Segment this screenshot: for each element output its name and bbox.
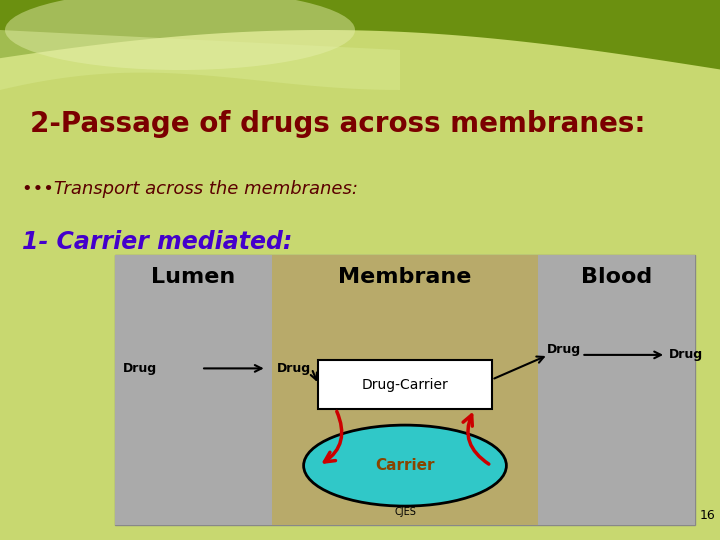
Ellipse shape	[5, 0, 355, 70]
Bar	[115, 255, 271, 525]
Text: CJES: CJES	[394, 507, 416, 517]
Text: Drug: Drug	[669, 348, 703, 361]
Bar	[115, 255, 695, 525]
Bar	[539, 255, 695, 525]
Text: Drug: Drug	[546, 343, 580, 356]
Text: Carrier: Carrier	[375, 458, 435, 473]
FancyArrowPatch shape	[325, 411, 342, 462]
Text: Drug-Carrier: Drug-Carrier	[361, 377, 449, 392]
Text: Membrane: Membrane	[338, 267, 472, 287]
FancyArrowPatch shape	[463, 415, 489, 464]
Text: 1- Carrier mediated:: 1- Carrier mediated:	[22, 230, 292, 254]
Text: Lumen: Lumen	[151, 267, 235, 287]
Text: Blood: Blood	[581, 267, 652, 287]
Text: Drug: Drug	[276, 362, 311, 375]
Text: 16: 16	[699, 509, 715, 522]
Polygon shape	[0, 30, 400, 90]
Text: •••Transport across the membranes:: •••Transport across the membranes:	[22, 180, 358, 198]
Bar	[271, 255, 539, 525]
Ellipse shape	[304, 425, 506, 506]
Polygon shape	[0, 0, 720, 70]
Bar	[318, 360, 492, 409]
Text: Drug: Drug	[123, 362, 157, 375]
Text: 2-Passage of drugs across membranes:: 2-Passage of drugs across membranes:	[30, 110, 646, 138]
